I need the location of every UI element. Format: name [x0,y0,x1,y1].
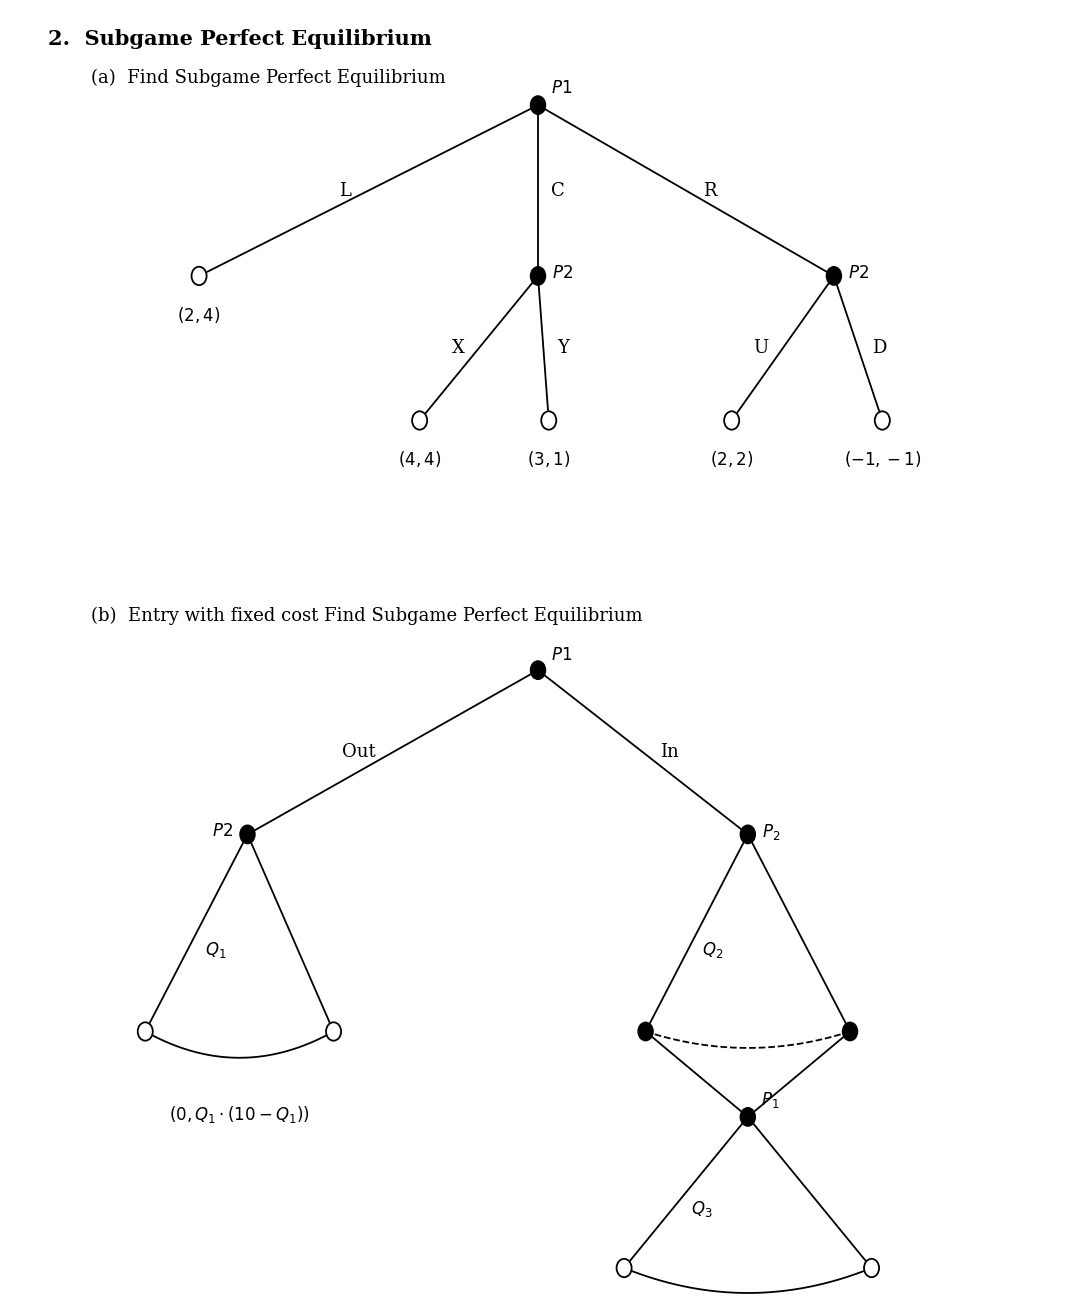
Circle shape [192,267,207,285]
Text: $Q_1$: $Q_1$ [204,940,226,959]
Text: In: In [660,744,679,761]
Text: $(4, 4)$: $(4, 4)$ [398,449,441,469]
Circle shape [530,96,546,114]
Text: X: X [452,339,465,357]
Text: $(0, Q_1 \cdot (10 - Q_1))$: $(0, Q_1 \cdot (10 - Q_1))$ [169,1104,310,1125]
Text: $(2, 2)$: $(2, 2)$ [710,449,753,469]
Circle shape [530,661,546,679]
Circle shape [412,411,427,430]
Circle shape [740,1108,755,1126]
Text: (b)  Entry with fixed cost Find Subgame Perfect Equilibrium: (b) Entry with fixed cost Find Subgame P… [91,607,643,625]
Text: $P_2$: $P_2$ [762,821,780,842]
Circle shape [875,411,890,430]
Text: $Q_2$: $Q_2$ [702,940,723,959]
Circle shape [724,411,739,430]
Text: (a)  Find Subgame Perfect Equilibrium: (a) Find Subgame Perfect Equilibrium [91,68,447,87]
Circle shape [326,1022,341,1041]
Circle shape [541,411,556,430]
Text: U: U [753,339,768,357]
Text: C: C [551,181,565,200]
Circle shape [638,1022,653,1041]
Text: Out: Out [342,744,376,761]
Circle shape [864,1259,879,1277]
Circle shape [617,1259,632,1277]
Circle shape [240,825,255,844]
Text: $(2, 4)$: $(2, 4)$ [178,305,221,325]
Text: D: D [872,339,887,357]
Text: $Q_3$: $Q_3$ [691,1198,713,1219]
Text: $P1$: $P1$ [551,646,572,664]
Text: $P2$: $P2$ [848,265,869,281]
Text: $P2$: $P2$ [212,824,233,840]
Text: $(3, 1)$: $(3, 1)$ [527,449,570,469]
Text: Y: Y [557,339,569,357]
Circle shape [843,1022,858,1041]
Circle shape [138,1022,153,1041]
Text: $(-1, -1)$: $(-1, -1)$ [844,449,921,469]
Circle shape [530,267,546,285]
Text: 2.  Subgame Perfect Equilibrium: 2. Subgame Perfect Equilibrium [48,29,433,49]
Circle shape [740,825,755,844]
Circle shape [826,267,841,285]
Text: R: R [703,181,717,200]
Text: $P1$: $P1$ [551,80,572,97]
Text: L: L [339,181,351,200]
Text: $P_1$: $P_1$ [761,1091,779,1110]
Text: $P2$: $P2$ [552,265,574,281]
